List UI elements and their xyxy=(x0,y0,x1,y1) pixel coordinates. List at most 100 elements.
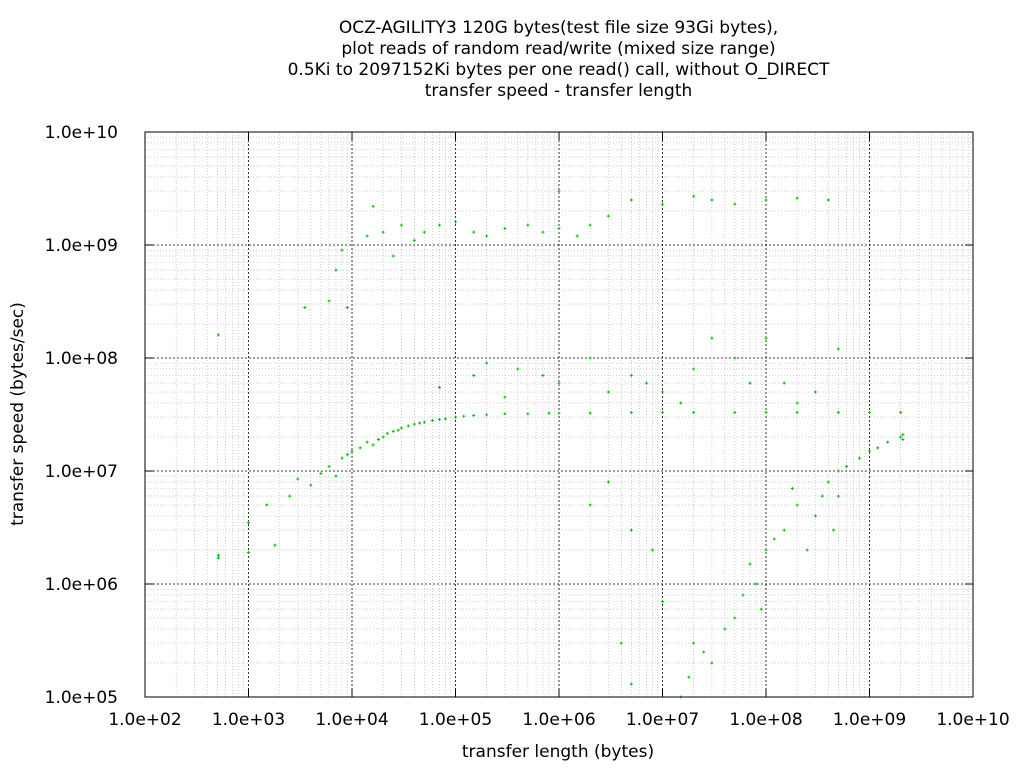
data-point xyxy=(733,410,737,414)
data-point xyxy=(437,223,441,227)
data-point xyxy=(868,410,871,414)
data-point xyxy=(845,464,849,468)
data-point xyxy=(391,429,395,433)
data-point xyxy=(437,418,441,422)
data-point xyxy=(899,410,903,414)
data-point xyxy=(661,202,664,206)
data-point xyxy=(857,456,861,460)
data-point xyxy=(454,415,457,419)
data-point xyxy=(216,556,220,560)
data-point xyxy=(710,661,714,665)
data-point xyxy=(606,390,610,394)
data-point xyxy=(741,593,745,597)
title-line: OCZ-AGILITY3 120G bytes(test file size 9… xyxy=(338,18,779,38)
data-point xyxy=(759,607,763,611)
data-point xyxy=(826,480,830,484)
x-tick-label: 1.0e+02 xyxy=(108,710,181,730)
y-axis-label: transfer speed (bytes/sec) xyxy=(8,302,28,526)
data-point xyxy=(795,196,799,200)
data-point xyxy=(345,305,349,309)
data-point xyxy=(764,548,768,552)
data-point xyxy=(790,487,794,491)
data-point xyxy=(868,449,871,453)
data-point xyxy=(327,464,331,468)
data-point xyxy=(485,361,489,365)
data-point xyxy=(805,548,809,552)
data-point xyxy=(619,641,623,645)
data-point xyxy=(650,548,654,552)
x-tick-label: 1.0e+10 xyxy=(936,710,1009,730)
data-point xyxy=(836,410,840,414)
data-point xyxy=(216,553,220,557)
data-point xyxy=(406,424,410,428)
data-point xyxy=(399,426,403,430)
data-point xyxy=(764,336,768,340)
data-point xyxy=(575,234,579,238)
data-point xyxy=(541,374,545,378)
data-point xyxy=(340,456,344,460)
data-point xyxy=(733,202,737,206)
data-point xyxy=(782,528,786,532)
data-point xyxy=(327,299,331,303)
data-point xyxy=(588,503,592,507)
data-point xyxy=(503,412,507,416)
data-point xyxy=(296,477,300,481)
data-point xyxy=(391,254,395,258)
data-point xyxy=(472,413,476,417)
data-point xyxy=(832,528,836,532)
data-point xyxy=(385,431,389,435)
data-point xyxy=(588,411,592,415)
data-point xyxy=(216,333,220,337)
x-axis-label: transfer length (bytes) xyxy=(462,742,654,762)
data-point xyxy=(412,422,416,426)
data-point xyxy=(340,248,344,252)
title-line: plot reads of random read/write (mixed s… xyxy=(341,39,776,59)
data-point xyxy=(748,562,752,566)
data-point xyxy=(710,198,714,202)
data-point xyxy=(247,521,250,525)
data-point xyxy=(412,238,416,242)
x-tick-label: 1.0e+03 xyxy=(212,710,285,730)
data-point xyxy=(381,435,385,439)
data-point xyxy=(820,494,824,498)
data-point xyxy=(273,543,277,547)
data-point xyxy=(813,390,817,394)
data-point xyxy=(764,198,768,202)
data-point xyxy=(748,381,752,385)
data-points xyxy=(216,189,905,699)
axis-ticks: 1.0e+02 1.0e+03 1.0e+04 1.0e+05 1.0e+06 1.0e+… xyxy=(45,123,1010,730)
data-point xyxy=(399,223,403,227)
data-point xyxy=(899,435,903,439)
data-point xyxy=(733,616,737,620)
data-point xyxy=(901,438,905,442)
chart-title: OCZ-AGILITY3 120G bytes(test file size 9… xyxy=(0,18,1024,102)
data-point xyxy=(772,537,776,541)
x-tick-label: 1.0e+08 xyxy=(729,710,802,730)
data-point xyxy=(265,503,269,507)
data-point xyxy=(472,230,476,234)
data-point xyxy=(503,226,507,230)
data-point xyxy=(692,410,696,414)
data-point xyxy=(795,503,799,507)
data-point xyxy=(901,433,905,437)
data-point xyxy=(516,367,520,371)
data-point xyxy=(503,395,507,399)
data-point xyxy=(629,682,633,686)
data-point xyxy=(381,230,385,234)
data-point xyxy=(733,356,737,360)
data-point xyxy=(795,401,799,405)
data-point xyxy=(365,234,369,238)
data-point xyxy=(431,418,435,422)
data-point xyxy=(288,494,292,498)
y-tick-label: 1.0e+10 xyxy=(45,123,118,143)
data-point xyxy=(836,494,840,498)
data-point xyxy=(754,582,758,586)
y-tick-label: 1.0e+05 xyxy=(45,688,118,708)
x-tick-label: 1.0e+09 xyxy=(833,710,906,730)
data-point xyxy=(836,469,840,473)
data-point xyxy=(319,472,323,476)
y-tick-label: 1.0e+06 xyxy=(45,575,118,595)
x-tick-label: 1.0e+07 xyxy=(626,710,699,730)
data-point xyxy=(795,410,799,414)
